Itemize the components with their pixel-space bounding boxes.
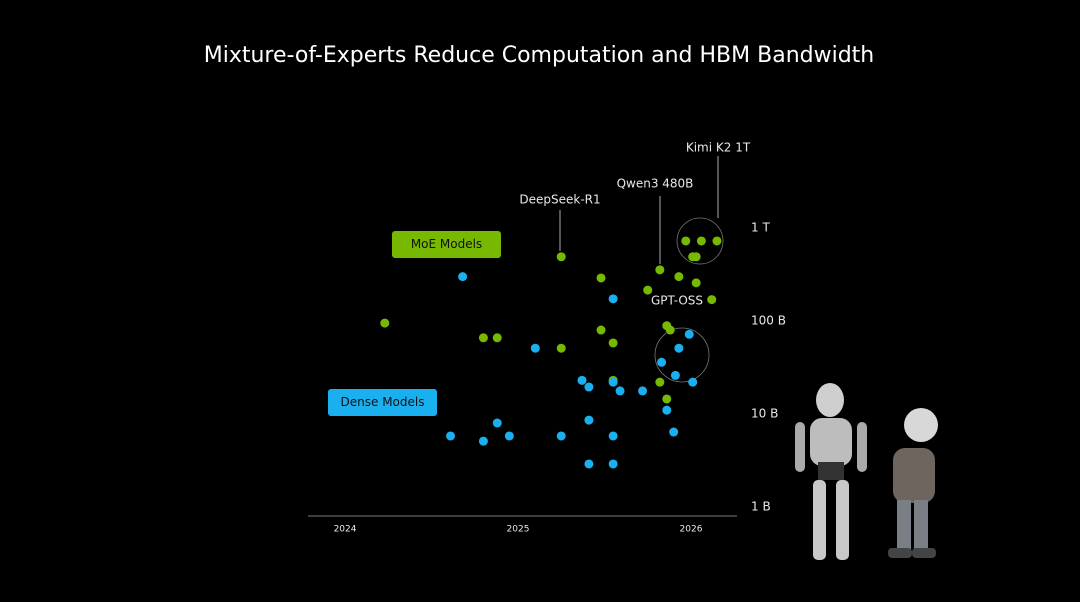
point [608,294,618,304]
point [596,325,606,335]
legend-label: Dense Models [341,395,425,409]
legend-label: MoE Models [411,237,482,251]
group-outline [676,217,724,265]
point [665,325,675,335]
point [478,436,488,446]
point [638,386,648,396]
point [643,285,653,295]
point [657,357,667,367]
point [380,318,390,328]
x-tick-label: 2025 [507,525,530,535]
point [662,394,672,404]
y-tick-label: 1 T [751,220,770,234]
point [608,377,618,387]
point [478,333,488,343]
annotation: GPT-OSS [651,294,703,308]
point [608,459,618,469]
point [504,431,514,441]
point [707,295,717,305]
point [458,272,468,282]
annotation: Kimi K2 1T [686,141,751,155]
point [492,418,502,428]
point [446,431,456,441]
point [669,427,679,437]
point [691,278,701,288]
point [556,252,566,262]
point [662,405,672,415]
annotation: Qwen3 480B [617,177,694,191]
point [577,375,587,385]
y-tick-label: 10 B [751,406,778,420]
point [608,338,618,348]
y-tick-label: 100 B [751,313,786,327]
point [655,265,665,275]
point [712,236,722,246]
point [596,273,606,283]
point [530,343,540,353]
point [684,329,694,339]
robot-figure [795,383,867,560]
point [655,377,665,387]
point [492,333,502,343]
y-tick-label: 1 B [751,499,771,513]
point [688,377,698,387]
point [670,370,680,380]
point [584,459,594,469]
point [674,343,684,353]
point [584,415,594,425]
point [556,431,566,441]
group-outline [654,327,710,383]
annotation: DeepSeek-R1 [519,193,600,207]
point [696,236,706,246]
x-tick-label: 2024 [334,525,357,535]
x-tick-label: 2026 [680,525,703,535]
point [556,343,566,353]
chart-title: Mixture-of-Experts Reduce Computation an… [204,43,875,68]
point [674,272,684,282]
point [584,382,594,392]
person-figure [888,408,938,558]
legend-box [392,231,501,258]
point [691,252,701,262]
point [681,236,691,246]
point [615,386,625,396]
legend-box [328,389,437,416]
point [608,431,618,441]
